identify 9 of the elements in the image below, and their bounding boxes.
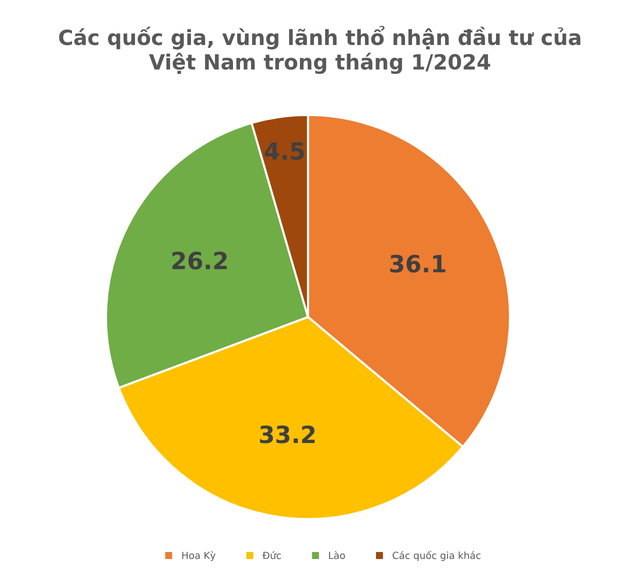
data-label: 26.2 — [172, 252, 227, 270]
data-label: 33.2 — [260, 425, 315, 444]
legend-label: Các quốc gia khác — [392, 550, 480, 561]
legend-label: Đức — [262, 551, 281, 560]
chart-title: Các quốc gia, vùng lãnh thổ nhận đầu tư của Việt Nam trong tháng 1/2024 — [59, 26, 580, 74]
data-label: 36.1 — [390, 254, 446, 273]
data-label: 4.5 — [264, 142, 304, 160]
legend-label: Lào — [329, 551, 345, 560]
legend-label: Hoa Kỳ — [182, 551, 216, 561]
